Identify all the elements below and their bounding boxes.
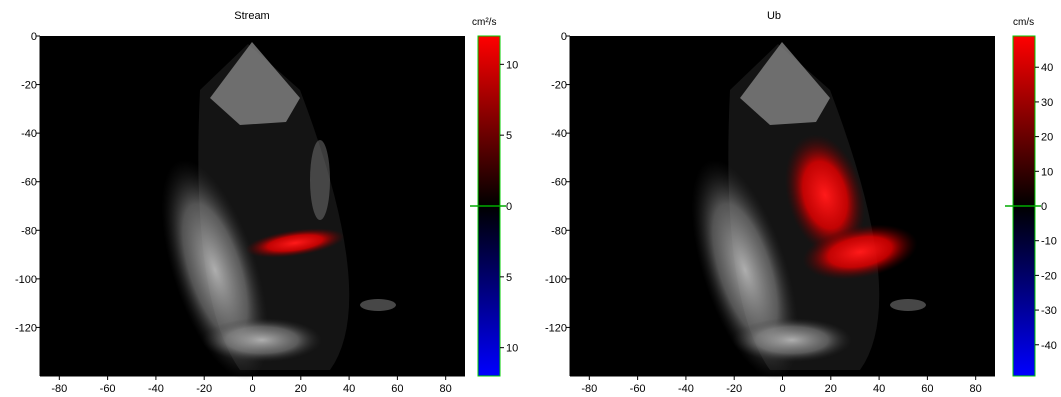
stream-plot: -80 -60 -40 -20 0 20 40 60 80 0 -20 -40 -60 -80 -100 -1…: [0, 0, 530, 397]
ub-panel: Ub cm/s: [530, 0, 1061, 397]
colorbar-tick-label: 10: [506, 343, 518, 355]
y-tick-label: -80: [21, 225, 37, 237]
x-tick-label: 0: [779, 383, 785, 395]
x-tick-label: -40: [148, 383, 164, 395]
y-tick-label: -120: [545, 322, 567, 334]
x-tick-label: 40: [343, 383, 355, 395]
x-tick-label: 40: [873, 383, 885, 395]
colorbar-tick-label: -40: [1041, 340, 1057, 352]
x-tick-label: 60: [391, 383, 403, 395]
y-tick-label: -40: [551, 128, 567, 140]
y-tick-label: -100: [15, 274, 37, 286]
x-tick-label: -80: [581, 383, 597, 395]
colorbar-tick-label: -20: [1041, 270, 1057, 282]
y-tick-label: -120: [15, 322, 37, 334]
valve-echo: [890, 299, 926, 311]
x-tick-label: -20: [196, 383, 212, 395]
x-tick-label: 20: [295, 383, 307, 395]
y-tick-label: 0: [561, 31, 567, 43]
colorbar-tick-label: 5: [506, 130, 512, 142]
x-tick-label: -80: [51, 383, 67, 395]
y-tick-label: -20: [551, 80, 567, 92]
x-tick-label: 20: [825, 383, 837, 395]
x-tick-label: 80: [440, 383, 452, 395]
colorbar-tick-label: 10: [1041, 166, 1053, 178]
colorbar-tick-label: 5: [506, 272, 512, 284]
x-tick-label: -60: [630, 383, 646, 395]
colorbar-tick-label: 0: [506, 201, 512, 213]
stream-panel: Stream cm²/s: [0, 0, 530, 397]
y-tick-label: -40: [21, 128, 37, 140]
y-tick-label: 0: [31, 31, 37, 43]
valve-echo: [360, 299, 396, 311]
y-tick-label: -60: [551, 177, 567, 189]
colorbar-tick-label: 40: [1041, 62, 1053, 74]
x-tick-label: -20: [726, 383, 742, 395]
y-tick-label: -60: [21, 177, 37, 189]
y-tick-label: -20: [21, 80, 37, 92]
septum-echo: [310, 140, 330, 220]
colorbar-tick-label: 10: [506, 59, 518, 71]
colorbar-tick-label: 30: [1041, 97, 1053, 109]
x-tick-label: 0: [249, 383, 255, 395]
y-tick-label: -80: [551, 225, 567, 237]
x-tick-label: 80: [970, 383, 982, 395]
x-tick-label: 60: [921, 383, 933, 395]
apex-echo: [732, 318, 852, 362]
colorbar-tick-label: 20: [1041, 132, 1053, 144]
colorbar-tick-label: 0: [1041, 201, 1047, 213]
ub-plot: -80 -60 -40 -20 0 20 40 60 800-20-40-60-80-100-1…: [530, 0, 1061, 397]
colorbar-tick-label: -10: [1041, 236, 1057, 248]
colorbar-tick-label: -30: [1041, 305, 1057, 317]
x-tick-label: -60: [100, 383, 116, 395]
y-tick-label: -100: [545, 274, 567, 286]
apex-echo: [202, 318, 322, 362]
x-tick-label: -40: [678, 383, 694, 395]
